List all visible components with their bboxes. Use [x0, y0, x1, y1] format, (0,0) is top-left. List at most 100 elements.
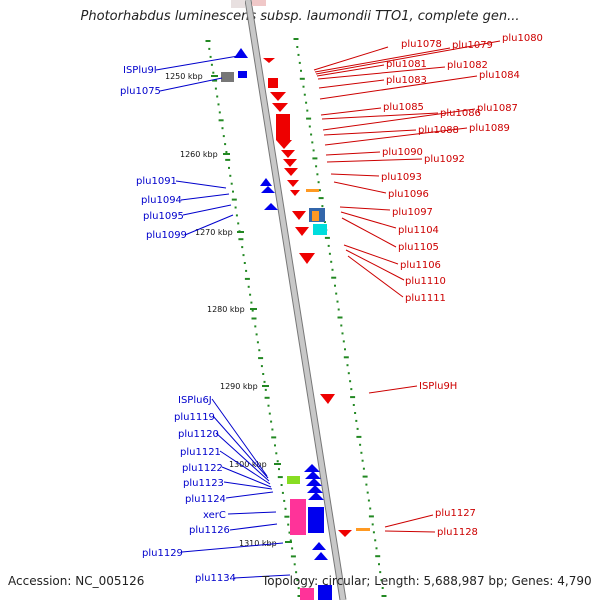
- gene-label[interactable]: plu1111: [405, 293, 446, 304]
- gene-label[interactable]: plu1089: [469, 123, 510, 134]
- gene-label[interactable]: plu1128: [437, 527, 478, 538]
- track-dot: [316, 173, 319, 176]
- gene-label[interactable]: plu1080: [502, 33, 543, 44]
- track-dot: [375, 547, 378, 550]
- gene-label[interactable]: plu1110: [405, 276, 446, 287]
- track-dot: [380, 579, 383, 582]
- gene-arrow: [270, 92, 286, 101]
- accession-text: Accession: NC_005126: [8, 574, 145, 588]
- track-dot: [222, 135, 225, 138]
- track-dot: [263, 380, 266, 383]
- track-dot: [235, 214, 238, 217]
- gene-label[interactable]: plu1106: [400, 260, 441, 271]
- gene-label[interactable]: plu1084: [479, 70, 520, 81]
- gene-label[interactable]: plu1075: [120, 86, 161, 97]
- gene-label[interactable]: plu1094: [141, 195, 182, 206]
- gene-label[interactable]: plu1085: [383, 102, 424, 113]
- track-dot: [349, 380, 352, 383]
- track-dot: [362, 475, 368, 478]
- right-leader-lines: [313, 40, 501, 533]
- gene-arrow: [284, 168, 298, 176]
- track-dot: [367, 499, 370, 502]
- gene-label[interactable]: plu1086: [440, 108, 481, 119]
- gene-label[interactable]: plu1105: [398, 242, 439, 253]
- gene-label[interactable]: plu1120: [178, 429, 219, 440]
- gene-label[interactable]: plu1081: [386, 59, 427, 70]
- track-dot: [217, 103, 220, 106]
- track-dot: [317, 181, 320, 184]
- track-dot: [287, 523, 290, 526]
- gene-label[interactable]: plu1126: [189, 525, 230, 536]
- gene-label[interactable]: plu1121: [180, 447, 221, 458]
- forward-strand-features: [234, 48, 332, 600]
- gene-label[interactable]: ISPlu9H: [419, 381, 457, 392]
- gene-label[interactable]: xerC: [203, 510, 226, 521]
- track-dot: [350, 388, 353, 391]
- track-dot: [354, 412, 357, 414]
- left-leader-lines: [155, 55, 291, 579]
- track-dot: [288, 531, 291, 534]
- track-dot: [362, 467, 365, 470]
- gene-label[interactable]: plu1124: [185, 494, 226, 505]
- gene-label[interactable]: plu1087: [477, 103, 518, 114]
- track-dot: [368, 515, 374, 518]
- green-feature: [287, 476, 300, 484]
- gene-label[interactable]: plu1088: [418, 125, 459, 136]
- track-dot: [306, 117, 312, 120]
- track-dot: [336, 300, 339, 303]
- track-dot: [372, 531, 375, 534]
- track-dot: [324, 236, 330, 239]
- track-dot: [290, 555, 296, 558]
- track-dot: [331, 276, 337, 279]
- gene-label[interactable]: plu1090: [382, 147, 423, 158]
- track-dot: [365, 483, 368, 486]
- gene-label[interactable]: plu1104: [398, 225, 439, 236]
- track-dot: [244, 277, 250, 280]
- track-dot: [308, 125, 311, 128]
- gene-label[interactable]: plu1079: [452, 40, 493, 51]
- gene-label[interactable]: plu1092: [424, 154, 465, 165]
- gene-label[interactable]: plu1083: [386, 75, 427, 86]
- gene-arrow: [287, 180, 299, 187]
- gene-label[interactable]: plu1119: [174, 412, 215, 423]
- track-dot: [346, 364, 349, 367]
- track-dot: [312, 157, 318, 160]
- gene-label[interactable]: plu1082: [447, 60, 488, 71]
- left-dot-track: [205, 40, 303, 597]
- track-dot: [267, 404, 270, 407]
- track-dot: [214, 87, 217, 90]
- track-dot: [243, 262, 246, 264]
- gene-label[interactable]: plu1096: [388, 189, 429, 200]
- track-dot: [284, 507, 287, 510]
- track-dot: [281, 491, 284, 494]
- track-dot: [277, 476, 283, 479]
- gene-label[interactable]: ISPlu9I: [123, 65, 157, 76]
- track-dot: [321, 205, 324, 208]
- gene-label[interactable]: plu1129: [142, 548, 183, 559]
- orange-feature: [312, 211, 319, 221]
- gene-label[interactable]: plu1127: [435, 508, 476, 519]
- track-dot: [347, 372, 350, 375]
- track-dot: [342, 340, 345, 343]
- track-dot: [268, 412, 271, 415]
- track-dot: [310, 133, 313, 136]
- scale-label-1280: 1280 kbp: [207, 305, 245, 314]
- gene-label[interactable]: plu1078: [401, 39, 442, 50]
- gene-label[interactable]: plu1097: [392, 207, 433, 218]
- track-dot: [375, 555, 381, 558]
- gene-label[interactable]: plu1122: [182, 463, 223, 474]
- gene-label[interactable]: plu1099: [146, 230, 187, 241]
- gene-arrow: [304, 464, 320, 472]
- track-dot: [218, 119, 224, 122]
- gene-label[interactable]: plu1095: [143, 211, 184, 222]
- gene-label[interactable]: plu1134: [195, 573, 236, 584]
- track-dot: [343, 356, 349, 359]
- gene-label[interactable]: ISPlu6J: [178, 395, 212, 406]
- pseudogene-block: [252, 0, 266, 6]
- track-dot: [297, 53, 300, 56]
- track-dot: [256, 341, 259, 344]
- gene-label[interactable]: plu1093: [381, 172, 422, 183]
- gene-label[interactable]: plu1091: [136, 176, 177, 187]
- track-dot: [371, 523, 374, 526]
- gene-label[interactable]: plu1123: [183, 478, 224, 489]
